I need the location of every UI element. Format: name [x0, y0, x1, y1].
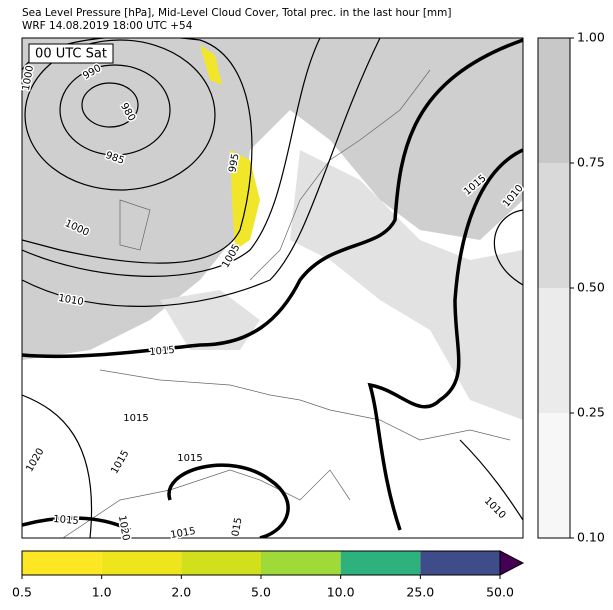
isobar-label: 995	[227, 153, 241, 174]
colorbar-tick-label: 0.5	[12, 585, 32, 600]
isobar	[59, 64, 171, 156]
time-label: 00 UTC Sat	[35, 47, 107, 62]
colorbar-tick-label: 5.0	[251, 585, 271, 600]
title: Sea Level Pressure [hPa], Mid-Level Clou…	[22, 7, 452, 19]
isobar	[22, 516, 131, 532]
isobar	[493, 209, 523, 286]
isobar	[459, 439, 523, 521]
colorbar-segment	[181, 551, 261, 575]
colorbar-segment	[538, 38, 570, 163]
precip-area	[230, 150, 260, 250]
isobar-label: 1015	[177, 453, 202, 464]
isobar	[167, 463, 290, 538]
isobar	[367, 148, 523, 531]
cloud-area	[160, 290, 260, 350]
colorbar-tick-label: 0.50	[577, 280, 605, 295]
colorbar-tick-label: 0.10	[577, 530, 605, 545]
isobar	[22, 394, 92, 538]
isobar-label: 1015	[123, 413, 148, 424]
cloud-area	[290, 150, 523, 420]
colorbar-tick-label: 1.00	[577, 30, 605, 45]
coastline	[62, 69, 511, 538]
colorbar-tick-label: 1.0	[92, 585, 112, 600]
colorbar-segment	[538, 413, 570, 538]
isobar	[24, 39, 216, 191]
isobar	[22, 38, 523, 359]
isobar-label: 015	[230, 517, 244, 538]
isobar	[22, 38, 321, 277]
cloud-area	[22, 38, 523, 360]
precip-area	[200, 45, 222, 85]
colorbar-segment	[420, 551, 500, 575]
isobar	[81, 82, 139, 128]
map-frame	[21, 37, 524, 539]
cloud-colorbar: 1.00 0.75 0.50 0.25 0.10	[537, 30, 605, 545]
colorbar-segment	[101, 551, 182, 575]
colorbar-extend	[499, 550, 525, 576]
subtitle: WRF 14.08.2019 18:00 UTC +54	[22, 20, 193, 32]
colorbar-segment	[340, 551, 421, 575]
colorbar-segment	[538, 163, 570, 288]
isobar-label: 1015	[53, 514, 79, 527]
isobar	[22, 38, 253, 264]
map-content	[22, 38, 523, 538]
colorbar-tick-label: 0.75	[577, 155, 605, 170]
precip-colorbar: 0.5 1.0 2.0 5.0 10.0 25.0 50.0	[12, 550, 525, 600]
time-label-box	[28, 43, 114, 64]
colorbar-tick-label: 50.0	[486, 585, 514, 600]
colorbar-segment	[22, 551, 102, 575]
colorbar-tick-label: 25.0	[406, 585, 434, 600]
colorbar-segment	[538, 288, 570, 413]
colorbar-segment	[261, 551, 341, 575]
colorbar-tick-label: 2.0	[171, 585, 191, 600]
isobar-label: 1015	[149, 345, 175, 358]
colorbar-tick-label: 10.0	[327, 585, 355, 600]
isobar	[22, 38, 381, 307]
colorbar-tick-label: 0.25	[577, 405, 605, 420]
